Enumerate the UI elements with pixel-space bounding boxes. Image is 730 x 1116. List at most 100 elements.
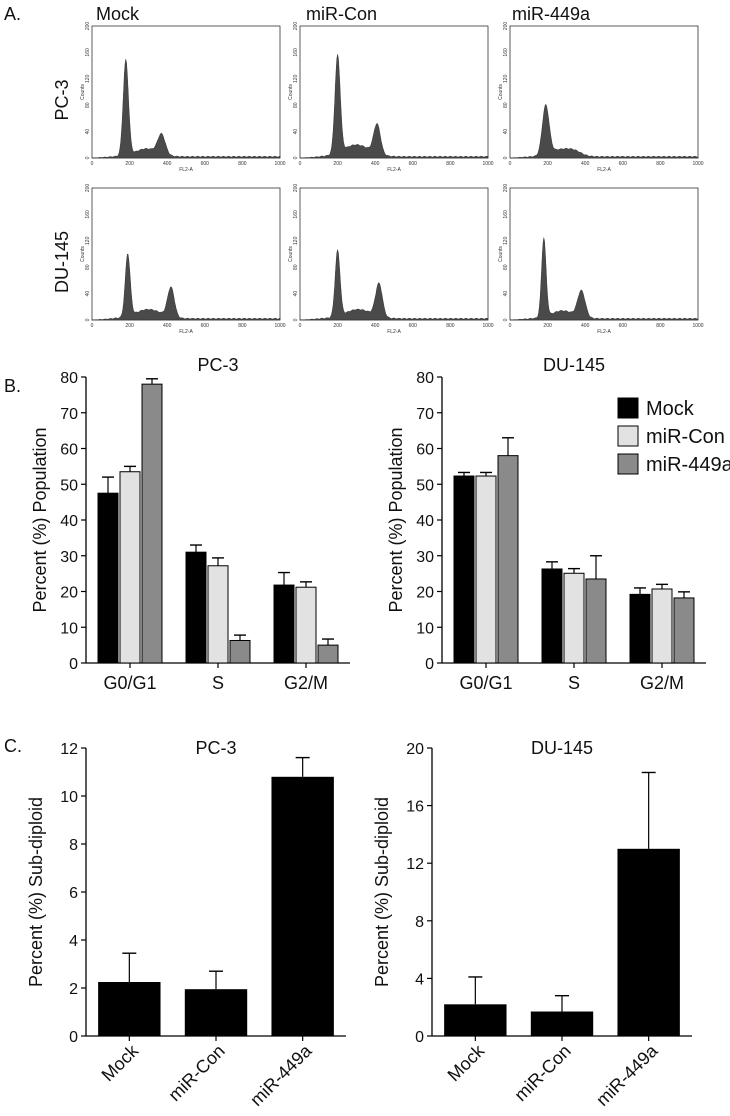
bar: [444, 1004, 507, 1036]
y-tick-label: 8: [69, 837, 78, 854]
y-tick-label: 20: [416, 585, 434, 602]
histogram-x-tick: 400: [371, 323, 380, 329]
y-tick-label: 40: [60, 513, 78, 530]
bar: [207, 565, 229, 664]
chart-title: PC-3: [197, 355, 238, 375]
legend-label: miR-Con: [646, 426, 725, 448]
flow-histogram: 0 200 400 600 800 1000 0 40 80 120 160 200 FL2-A Coun…: [80, 184, 286, 335]
y-tick-label: 0: [69, 656, 78, 673]
y-tick-label: 50: [60, 477, 78, 494]
bar: [585, 578, 607, 664]
cell-cycle-charts: PC-3 0 10 20 30 40 50 60 70 80 Percent (%) Populat…: [30, 355, 730, 693]
x-tick-label: G0/G1: [459, 673, 512, 693]
histogram-y-tick: 160: [503, 48, 509, 57]
chart-title: DU-145: [543, 355, 605, 375]
histogram-y-tick: 160: [85, 48, 91, 57]
x-tick-label: G0/G1: [103, 673, 156, 693]
histogram-x-tick: 800: [446, 323, 455, 329]
histogram-y-tick: 0: [503, 318, 509, 321]
sub-diploid-chart: PC-3 0 2 4 6 8 10 12 Percent (%) Sub-diploid Mock…: [26, 738, 346, 1110]
histogram-area: [299, 248, 489, 321]
histogram-frame: [509, 187, 699, 321]
legend-label: miR-449a: [646, 454, 730, 476]
y-tick-label: 80: [416, 370, 434, 387]
y-tick-label: 30: [416, 549, 434, 566]
histogram-y-tick: 0: [293, 318, 299, 321]
x-tick-label: G2/M: [640, 673, 684, 693]
y-tick-label: 50: [416, 477, 434, 494]
y-tick-label: 12: [406, 856, 424, 873]
panel-label-a: A.: [4, 4, 21, 24]
histogram-y-tick: 120: [503, 236, 509, 245]
histogram-y-label: Counts: [80, 84, 86, 100]
bar: [453, 475, 475, 664]
y-tick-label: 70: [60, 406, 78, 423]
y-tick-label: 10: [416, 620, 434, 637]
sub-diploid-chart: DU-145 0 4 8 12 16 20 Percent (%) Sub-diploid Mo…: [372, 738, 692, 1110]
bar: [229, 639, 251, 664]
bar: [541, 568, 563, 664]
histogram-x-tick: 0: [509, 161, 512, 167]
x-tick-label: miR-449a: [246, 1040, 316, 1110]
histogram-x-tick: 600: [619, 323, 628, 329]
bar: [271, 776, 334, 1036]
bar: [97, 492, 119, 664]
bar: [651, 588, 673, 664]
histogram-x-label: FL2-A: [179, 167, 193, 173]
histogram-frame: [299, 187, 489, 321]
histogram-area: [510, 104, 699, 159]
bar: [617, 848, 680, 1036]
histogram-x-tick: 800: [446, 161, 455, 167]
chart-title: PC-3: [195, 738, 236, 758]
x-tick-label: Mock: [444, 1040, 489, 1085]
histogram-x-tick: 200: [333, 323, 342, 329]
y-tick-label: 20: [406, 741, 424, 758]
histogram-x-tick: 400: [581, 323, 590, 329]
cell-cycle-chart: PC-3 0 10 20 30 40 50 60 70 80 Percent (%) Populat…: [30, 355, 350, 693]
y-tick-label: 4: [69, 933, 78, 950]
histogram-x-tick: 1000: [482, 161, 493, 167]
histogram-x-tick: 200: [333, 161, 342, 167]
hist-row-du145: DU-145: [52, 231, 72, 293]
bar: [629, 593, 651, 664]
y-tick-label: 70: [416, 406, 434, 423]
bar: [184, 989, 248, 1036]
legend-swatch: [617, 453, 639, 475]
histogram-y-tick: 120: [85, 74, 91, 83]
histogram-area: [299, 54, 489, 159]
bar: [317, 644, 339, 664]
legend: Mock miR-Con miR-449a: [617, 397, 730, 476]
y-axis-label: Percent (%) Population: [30, 427, 50, 612]
histogram-y-tick: 200: [85, 22, 91, 31]
histogram-y-tick: 120: [293, 236, 299, 245]
hist-col-mir449a: miR-449a: [512, 4, 591, 24]
bar: [185, 551, 207, 664]
y-tick-label: 10: [60, 620, 78, 637]
histogram-y-label: Counts: [288, 84, 294, 100]
panel-label-b: B.: [4, 376, 21, 396]
histogram-y-tick: 80: [85, 102, 91, 108]
histogram-x-tick: 400: [581, 161, 590, 167]
y-tick-label: 8: [415, 914, 424, 931]
histogram-x-tick: 0: [299, 161, 302, 167]
histogram-x-tick: 200: [543, 161, 552, 167]
hist-col-mock: Mock: [96, 4, 140, 24]
bar: [530, 1011, 594, 1036]
histogram-y-tick: 80: [293, 264, 299, 270]
histogram-x-label: FL2-A: [597, 167, 611, 173]
histogram-y-tick: 0: [85, 156, 91, 159]
histogram-y-tick: 40: [293, 129, 299, 135]
bar: [475, 475, 497, 664]
y-tick-label: 4: [415, 971, 424, 988]
panel-label-c: C.: [4, 736, 22, 756]
histogram-y-tick: 80: [503, 102, 509, 108]
histogram-x-tick: 1000: [482, 323, 493, 329]
histogram-x-tick: 400: [163, 323, 172, 329]
legend-swatch: [617, 397, 639, 419]
histogram-area: [92, 253, 281, 321]
y-tick-label: 80: [60, 370, 78, 387]
histogram-y-tick: 0: [503, 156, 509, 159]
histogram-frame: [509, 25, 699, 159]
x-tick-label: G2/M: [284, 673, 328, 693]
